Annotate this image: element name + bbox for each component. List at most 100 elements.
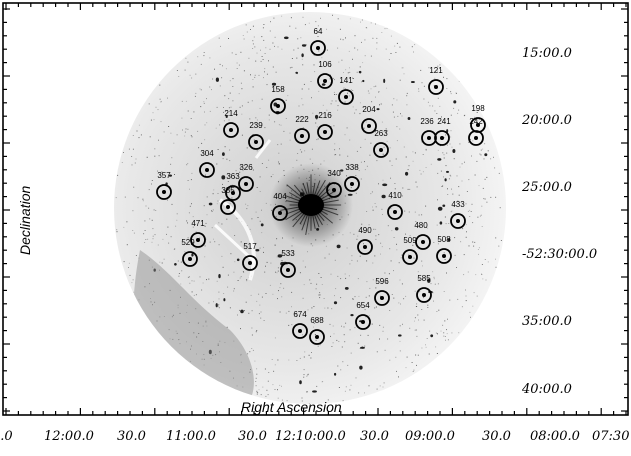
source-marker[interactable]: 222 xyxy=(294,115,310,144)
source-marker[interactable]: 326 xyxy=(238,163,254,192)
source-marker-circle[interactable] xyxy=(248,134,264,150)
source-marker-circle[interactable] xyxy=(450,213,466,229)
source-marker[interactable]: 241 xyxy=(434,117,451,146)
source-marker-circle[interactable] xyxy=(294,128,310,144)
source-marker[interactable]: 357 xyxy=(156,171,172,200)
source-marker[interactable]: 64 xyxy=(310,27,326,56)
noise-speck xyxy=(498,245,500,247)
source-marker[interactable]: 654 xyxy=(355,301,371,330)
faint-source xyxy=(301,44,307,47)
source-marker-circle[interactable] xyxy=(468,130,484,146)
spike-line xyxy=(310,204,325,222)
source-marker-circle[interactable] xyxy=(355,314,371,330)
source-marker-circle[interactable] xyxy=(190,232,206,248)
noise-speck xyxy=(332,14,333,16)
noise-speck xyxy=(232,86,234,87)
source-marker[interactable]: 158 xyxy=(270,85,286,114)
source-marker-circle[interactable] xyxy=(421,130,437,146)
source-marker[interactable]: 471 xyxy=(190,219,206,248)
source-marker[interactable]: 363 xyxy=(225,172,241,201)
source-marker[interactable]: 433 xyxy=(450,200,466,229)
source-marker-circle[interactable] xyxy=(361,118,377,134)
faint-source xyxy=(333,301,338,305)
noise-speck xyxy=(395,356,397,358)
source-marker-circle[interactable] xyxy=(199,162,215,178)
source-marker-circle[interactable] xyxy=(242,255,258,271)
source-marker[interactable]: 688 xyxy=(309,316,325,345)
source-marker[interactable]: 216 xyxy=(317,111,333,140)
source-marker-circle[interactable] xyxy=(156,184,172,200)
source-marker-circle[interactable] xyxy=(402,249,418,265)
noise-speck xyxy=(357,235,359,237)
source-marker-circle[interactable] xyxy=(326,182,342,198)
source-marker[interactable]: 242 xyxy=(468,117,484,146)
source-marker-circle[interactable] xyxy=(309,329,325,345)
source-marker[interactable]: 508 xyxy=(436,235,452,264)
noise-speck xyxy=(359,102,361,104)
source-marker-circle[interactable] xyxy=(434,130,450,146)
source-marker[interactable]: 404 xyxy=(272,192,288,221)
noise-speck xyxy=(396,99,398,101)
source-marker[interactable]: 214 xyxy=(223,109,239,138)
noise-speck xyxy=(318,90,320,92)
noise-speck xyxy=(302,260,304,262)
source-marker[interactable]: 674 xyxy=(292,310,308,339)
source-marker-circle[interactable] xyxy=(415,234,431,250)
source-marker-circle[interactable] xyxy=(373,142,389,158)
noise-speck xyxy=(301,400,303,402)
source-marker[interactable]: 204 xyxy=(361,105,377,134)
noise-speck xyxy=(217,200,219,202)
source-marker-circle[interactable] xyxy=(280,262,296,278)
noise-speck xyxy=(378,234,380,236)
source-marker[interactable]: 480 xyxy=(414,221,431,250)
spike-line xyxy=(293,184,312,206)
source-marker[interactable]: 410 xyxy=(387,191,403,220)
source-marker[interactable]: 596 xyxy=(374,277,390,306)
source-marker-circle[interactable] xyxy=(338,89,354,105)
source-point xyxy=(323,130,327,134)
source-marker[interactable]: 385 xyxy=(220,186,236,215)
source-marker-circle[interactable] xyxy=(436,248,452,264)
source-marker[interactable]: 106 xyxy=(317,60,333,89)
source-marker[interactable]: 509 xyxy=(402,236,418,265)
source-marker-circle[interactable] xyxy=(416,287,432,303)
source-marker-circle[interactable] xyxy=(225,185,241,201)
source-marker[interactable]: 263 xyxy=(373,129,389,158)
source-marker-circle[interactable] xyxy=(270,98,286,114)
source-marker-circle[interactable] xyxy=(310,40,326,56)
source-marker[interactable]: 141 xyxy=(338,76,354,105)
source-marker-circle[interactable] xyxy=(428,79,444,95)
noise-speck xyxy=(151,219,153,221)
source-marker-circle[interactable] xyxy=(317,124,333,140)
source-marker-circle[interactable] xyxy=(344,176,360,192)
noise-speck xyxy=(461,180,463,182)
source-marker[interactable]: 340 xyxy=(326,169,342,198)
source-marker[interactable]: 338 xyxy=(344,163,360,192)
source-marker[interactable]: 517 xyxy=(242,242,258,271)
noise-speck xyxy=(229,203,231,205)
source-marker[interactable]: 585 xyxy=(416,274,432,303)
spike-line xyxy=(306,182,312,206)
source-marker[interactable]: 121 xyxy=(428,66,444,95)
noise-speck xyxy=(408,211,410,213)
source-marker[interactable]: 304 xyxy=(199,149,215,178)
source-marker[interactable]: 533 xyxy=(280,249,296,278)
source-marker-circle[interactable] xyxy=(182,251,198,267)
source-marker[interactable]: 236 xyxy=(420,117,437,146)
source-marker-circle[interactable] xyxy=(238,176,254,192)
source-marker-circle[interactable] xyxy=(387,204,403,220)
source-marker-circle[interactable] xyxy=(374,290,390,306)
faint-source xyxy=(362,79,365,83)
source-marker[interactable]: 239 xyxy=(248,121,264,150)
source-marker-circle[interactable] xyxy=(223,122,239,138)
source-marker-circle[interactable] xyxy=(220,199,236,215)
source-marker-circle[interactable] xyxy=(357,239,373,255)
noise-speck xyxy=(420,173,422,175)
noise-speck xyxy=(210,357,212,359)
noise-speck xyxy=(414,317,416,319)
source-marker-circle[interactable] xyxy=(292,323,308,339)
source-marker-circle[interactable] xyxy=(272,205,288,221)
source-marker[interactable]: 529 xyxy=(181,238,198,267)
source-marker[interactable]: 490 xyxy=(357,226,373,255)
source-marker-circle[interactable] xyxy=(317,73,333,89)
